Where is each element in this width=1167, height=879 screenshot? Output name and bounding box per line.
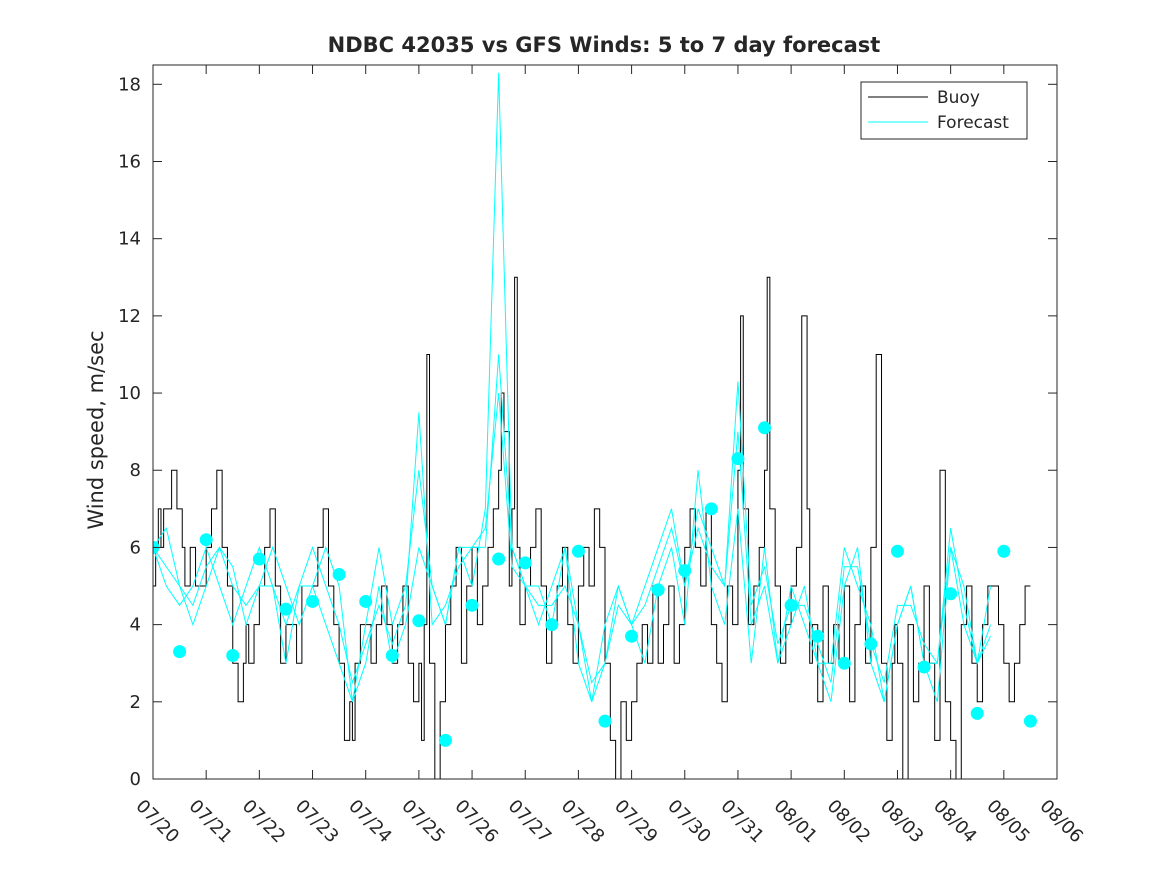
- forecast-marker: [492, 552, 506, 566]
- forecast-marker: [784, 598, 798, 612]
- forecast-marker: [332, 567, 346, 581]
- forecast-marker: [571, 544, 585, 558]
- forecast-marker: [704, 502, 718, 516]
- legend-label-forecast: Forecast: [937, 113, 1009, 133]
- plot-clip-group: [153, 72, 1037, 779]
- forecast-marker: [359, 594, 373, 608]
- forecast-marker: [678, 564, 692, 578]
- forecast-marker: [438, 733, 452, 747]
- forecast-marker: [890, 544, 904, 558]
- series-line-buoy: [153, 276, 1031, 779]
- forecast-marker: [306, 594, 320, 608]
- series-line-forecast-3: [153, 381, 991, 685]
- y-axis-label: Wind speed, m/sec: [84, 330, 108, 529]
- forecast-marker: [385, 648, 399, 662]
- y-tick-label: 4: [130, 615, 141, 636]
- forecast-marker: [837, 656, 851, 670]
- plot-area: [153, 72, 1037, 779]
- legend: Buoy Forecast: [860, 81, 1028, 140]
- forecast-marker: [545, 618, 559, 632]
- forecast-marker: [917, 660, 931, 674]
- forecast-marker: [731, 452, 745, 466]
- forecast-marker: [864, 637, 878, 651]
- y-tick-label: 16: [118, 151, 141, 172]
- forecast-marker: [1023, 714, 1037, 728]
- forecast-marker: [625, 629, 639, 643]
- forecast-marker: [944, 587, 958, 601]
- plot-frame: [152, 64, 1058, 780]
- y-tick-label: 8: [130, 460, 141, 481]
- forecast-marker: [252, 552, 266, 566]
- y-tick-label: 12: [118, 306, 141, 327]
- forecast-marker: [226, 648, 240, 662]
- forecast-marker: [758, 421, 772, 435]
- forecast-marker: [173, 645, 187, 659]
- y-tick-label: 14: [118, 229, 141, 250]
- chart-title: NDBC 42035 vs GFS Winds: 5 to 7 day fore…: [328, 33, 881, 57]
- y-tick-label: 2: [130, 692, 141, 713]
- forecast-marker: [651, 583, 665, 597]
- forecast-marker: [199, 533, 213, 547]
- forecast-marker: [598, 714, 612, 728]
- forecast-marker: [970, 706, 984, 720]
- forecast-marker: [518, 556, 532, 570]
- legend-box: [860, 81, 1028, 140]
- forecast-marker: [279, 602, 293, 616]
- forecast-marker: [997, 544, 1011, 558]
- forecast-marker: [811, 629, 825, 643]
- forecast-marker: [412, 614, 426, 628]
- y-tick-label: 18: [118, 74, 141, 95]
- forecast-marker: [465, 598, 479, 612]
- y-tick-label: 10: [118, 383, 141, 404]
- legend-label-buoy: Buoy: [937, 88, 980, 108]
- y-tick-label: 6: [130, 537, 141, 558]
- y-tick-label: 0: [130, 769, 141, 790]
